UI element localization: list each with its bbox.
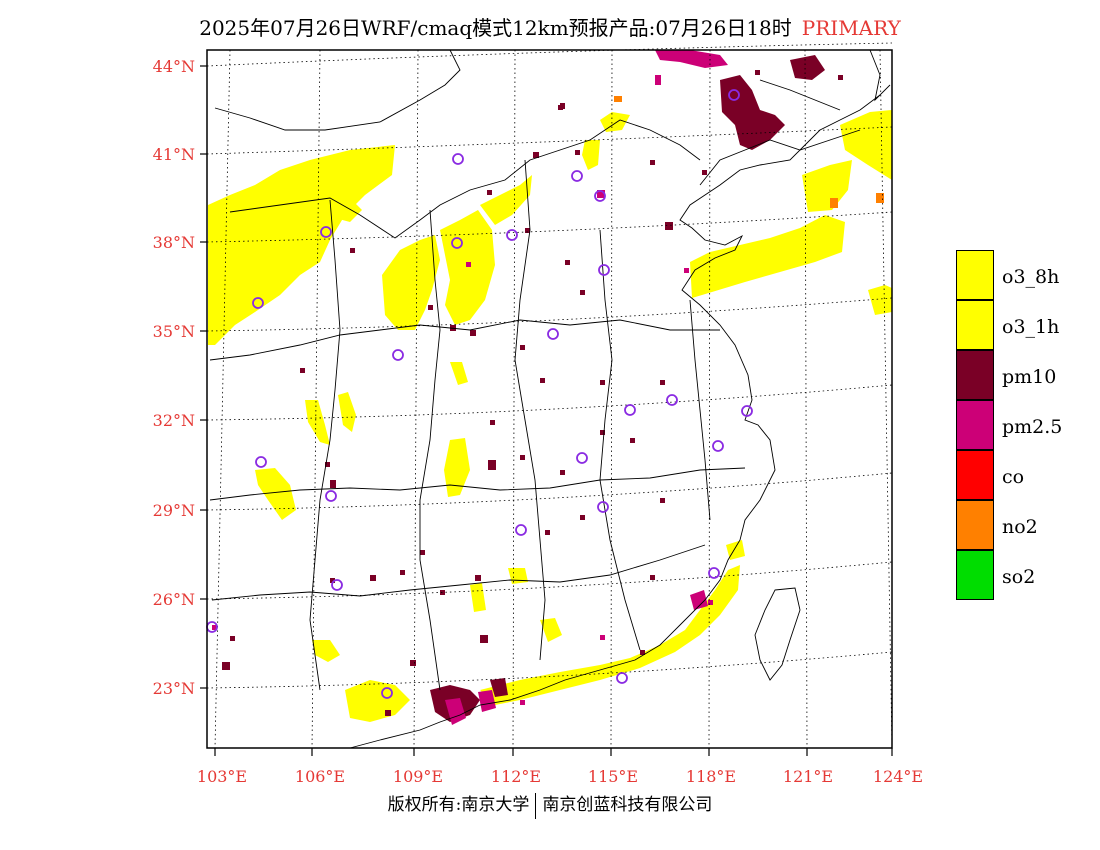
lon-label: 121°E (783, 767, 833, 786)
legend-item-so2: so2 (956, 550, 1086, 600)
o3-area-east-coast (802, 160, 852, 212)
lat-label: 41°N (153, 145, 195, 164)
no2-point-1 (830, 198, 838, 208)
province-lines-central (209, 319, 720, 361)
lon-label: 115°E (588, 767, 638, 786)
o3-area-hubei (444, 438, 470, 497)
boundaries (209, 49, 891, 749)
axis-ticks (200, 65, 893, 756)
province-lines-vertical-2 (419, 209, 441, 691)
lon-label: 109°E (393, 767, 443, 786)
legend-item-no2: no2 (956, 500, 1086, 550)
legend-label: pm2.5 (1002, 416, 1063, 438)
province-lines-lower (211, 544, 706, 601)
copyright-footer: 版权所有:南京大学 南京创蓝科技有限公司 (0, 790, 1100, 819)
pm10-area-guangdong-2 (490, 678, 508, 697)
o3-area-chongqing (305, 400, 330, 445)
o3-area-guangxi-2 (312, 640, 340, 662)
legend-swatch (956, 500, 994, 550)
legend-item-o3-8h: o3_8h (956, 250, 1086, 300)
o3-area-korea-south (868, 285, 892, 315)
province-lines-north (229, 119, 701, 239)
lon-label: 124°E (873, 767, 923, 786)
legend-label: o3_1h (1002, 316, 1060, 338)
legend-item-co: co (956, 450, 1086, 500)
province-lines-south (209, 467, 746, 501)
legend-swatch (956, 350, 994, 400)
o3-area-guangdong (540, 618, 562, 642)
pm10-area-northeast-2 (790, 55, 825, 80)
o3-area-beijing (582, 140, 600, 170)
copyright-right: 南京创蓝科技有限公司 (542, 795, 713, 815)
legend-item-pm25: pm2.5 (956, 400, 1086, 450)
graticule (206, 42, 893, 749)
lon-label: 118°E (686, 767, 736, 786)
lon-label: 106°E (295, 767, 345, 786)
o3-area-shaanxi (450, 362, 468, 385)
o3-area-hebei-strip (480, 175, 532, 225)
pm10-scatter (222, 70, 843, 716)
northeast-lines (699, 129, 861, 186)
map-frame (206, 49, 893, 749)
lat-label: 29°N (153, 501, 195, 520)
province-lines-vertical-3 (514, 159, 546, 661)
pm25-area-south-2 (478, 690, 496, 712)
o3-area-chongqing-2 (338, 392, 356, 432)
legend-label: pm10 (1002, 366, 1057, 388)
footer-separator (535, 792, 537, 819)
legend-item-o3-1h: o3_1h (956, 300, 1086, 350)
lat-label: 38°N (153, 233, 195, 252)
province-lines-vertical-4 (599, 229, 641, 651)
korea-coast (869, 49, 891, 102)
legend-swatch (956, 300, 994, 350)
title-main: 2025年07月26日WRF/cmaq模式12km预报产品:07月26日18时 (199, 16, 792, 40)
lon-label: 112°E (491, 767, 541, 786)
lat-label: 32°N (153, 411, 195, 430)
o3-area-northwest (208, 145, 395, 345)
lon-label: 103°E (197, 767, 247, 786)
title-primary-tag: PRIMARY (801, 16, 901, 40)
legend-label: o3_8h (1002, 266, 1060, 288)
inner-mongolia (759, 79, 841, 111)
national-border-north (214, 49, 461, 131)
no2-point-3 (614, 96, 622, 102)
o3-area-bohai-shandong (690, 215, 845, 298)
legend-label: so2 (1002, 566, 1036, 588)
o3-area-shanxi-west (382, 235, 440, 330)
o3-area-liaoning (600, 112, 630, 132)
legend-swatch (956, 250, 994, 300)
legend-swatch (956, 550, 994, 600)
legend-label: co (1002, 466, 1025, 488)
coastline (349, 94, 881, 749)
lat-label: 35°N (153, 322, 195, 341)
legend-label: no2 (1002, 516, 1038, 538)
province-lines-vertical-1 (309, 199, 341, 691)
o3-area-korea (840, 110, 892, 180)
pm25-area-east-coast (690, 590, 708, 610)
lat-label: 23°N (153, 679, 195, 698)
pm10-area-northeast (720, 75, 785, 150)
o3-area-sichuan (255, 468, 296, 520)
pollutant-legend: o3_8h o3_1h pm10 pm2.5 co no2 so2 (956, 250, 1086, 600)
legend-item-pm10: pm10 (956, 350, 1086, 400)
province-lines-vertical-5 (689, 299, 711, 521)
lat-label: 26°N (153, 590, 195, 609)
legend-swatch (956, 450, 994, 500)
no2-point-2 (876, 193, 884, 203)
o3-area-guangxi (345, 680, 410, 722)
lat-label: 44°N (153, 57, 195, 76)
pm25-scatter (212, 75, 713, 705)
copyright-left: 版权所有:南京大学 (387, 795, 530, 815)
legend-swatch (956, 400, 994, 450)
o3-area-gansu (330, 198, 362, 222)
map-title: 2025年07月26日WRF/cmaq模式12km预报产品:07月26日18时 P… (0, 12, 1100, 41)
taiwan (754, 587, 801, 681)
